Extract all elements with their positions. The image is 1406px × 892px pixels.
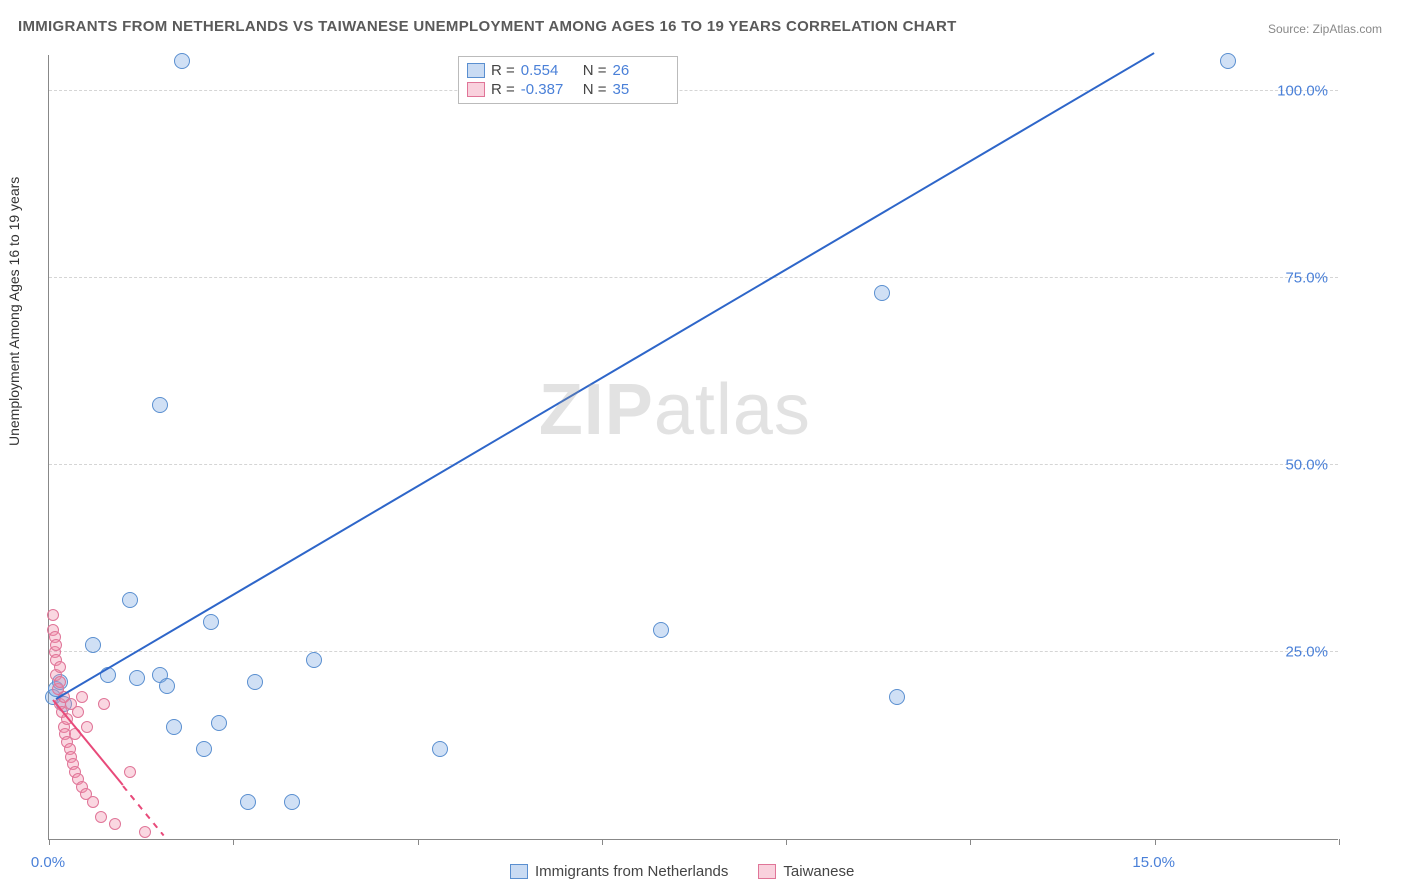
n-label: N = [583,81,607,98]
scatter-point [50,639,62,651]
r-label: R = [491,62,515,79]
x-tick-label: 0.0% [31,854,65,871]
gridline [49,277,1338,278]
scatter-point [203,614,219,630]
gridline [49,464,1338,465]
legend-swatch [467,63,485,78]
plot-area: 25.0% 50.0% 75.0% 100.0% [48,55,1338,840]
scatter-point [166,719,182,735]
scatter-point [76,691,88,703]
n-value: 26 [613,62,669,79]
x-tick [233,839,234,845]
x-tick [418,839,419,845]
scatter-point [306,652,322,668]
scatter-point [874,285,890,301]
scatter-point [211,715,227,731]
legend-swatch [510,864,528,879]
x-tick [786,839,787,845]
scatter-point [124,766,136,778]
scatter-point [72,706,84,718]
legend-stat-row: R = 0.554 N = 26 [467,61,669,80]
scatter-point [54,676,66,688]
scatter-point [85,637,101,653]
scatter-point [174,53,190,69]
legend-stat-row: R = -0.387 N = 35 [467,80,669,99]
scatter-point [247,674,263,690]
legend-label: Immigrants from Netherlands [535,863,728,880]
scatter-point [284,794,300,810]
scatter-point [87,796,99,808]
scatter-point [122,592,138,608]
scatter-point [432,741,448,757]
y-tick-label: 100.0% [1277,83,1328,100]
scatter-point [81,721,93,733]
r-value: -0.387 [521,81,577,98]
scatter-point [196,741,212,757]
scatter-point [240,794,256,810]
gridline [49,90,1338,91]
scatter-point [109,818,121,830]
regression-line [56,52,1155,700]
gridline [49,651,1338,652]
y-tick-label: 75.0% [1285,270,1328,287]
x-tick [602,839,603,845]
scatter-point [139,826,151,838]
scatter-point [653,622,669,638]
scatter-point [54,661,66,673]
scatter-point [889,689,905,705]
n-value: 35 [613,81,669,98]
scatter-point [159,678,175,694]
x-tick [49,839,50,845]
x-tick [1155,839,1156,845]
x-tick [970,839,971,845]
source-attribution: Source: ZipAtlas.com [1268,22,1382,36]
legend-label: Taiwanese [783,863,854,880]
x-tick-label: 15.0% [1132,854,1175,871]
scatter-point [95,811,107,823]
scatter-point [98,698,110,710]
r-label: R = [491,81,515,98]
y-tick-label: 50.0% [1285,457,1328,474]
r-value: 0.554 [521,62,577,79]
chart-title: IMMIGRANTS FROM NETHERLANDS VS TAIWANESE… [18,18,957,35]
legend-swatch [467,82,485,97]
legend-swatch [758,864,776,879]
scatter-point [47,609,59,621]
y-tick-label: 25.0% [1285,644,1328,661]
scatter-point [1220,53,1236,69]
correlation-legend: R = 0.554 N = 26 R = -0.387 N = 35 [458,56,678,104]
n-label: N = [583,62,607,79]
legend-item: Immigrants from Netherlands [510,863,728,880]
scatter-point [129,670,145,686]
scatter-point [152,397,168,413]
series-legend: Immigrants from Netherlands Taiwanese [510,863,854,880]
y-axis-label: Unemployment Among Ages 16 to 19 years [6,177,22,446]
x-tick [1339,839,1340,845]
legend-item: Taiwanese [758,863,854,880]
